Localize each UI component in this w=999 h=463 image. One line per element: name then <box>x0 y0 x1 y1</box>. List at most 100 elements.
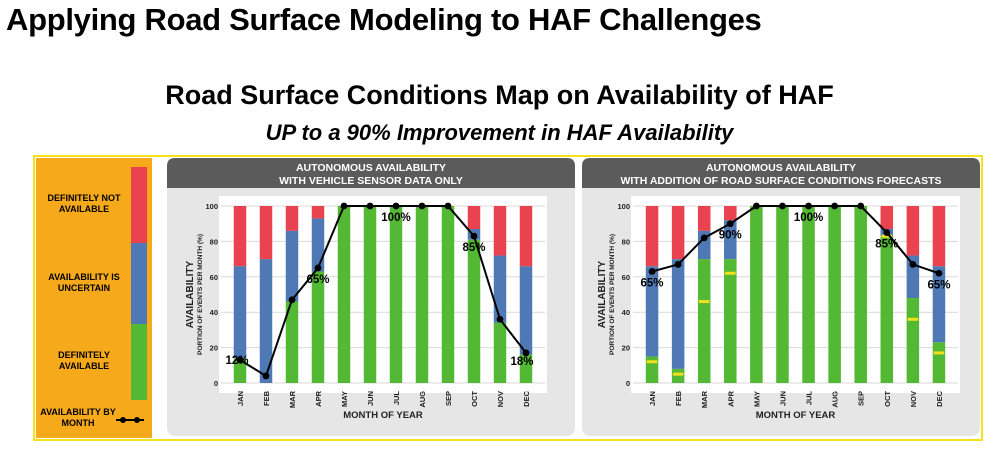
availability-point <box>883 229 891 236</box>
availability-point <box>752 202 760 210</box>
forecast-marker <box>698 300 710 304</box>
bar-available <box>750 206 763 383</box>
x-tick-label: JUN <box>778 391 787 406</box>
availability-point <box>470 232 478 240</box>
bar-not-available <box>311 206 325 219</box>
bar-uncertain <box>493 255 507 323</box>
availability-annotation: 90% <box>719 230 742 242</box>
availability-point <box>779 202 786 210</box>
y-tick-label: 60 <box>210 273 218 282</box>
x-tick-label: OCT <box>883 391 892 407</box>
x-tick-label: MAY <box>752 391 761 407</box>
bar-uncertain <box>932 266 946 343</box>
availability-annotation: 65% <box>927 279 950 291</box>
availability-point <box>522 349 530 357</box>
bar-not-available <box>233 206 247 267</box>
availability-point <box>935 269 943 277</box>
legend-label-uncertain: AVAILABILITY IS UNCERTAIN <box>48 272 120 293</box>
chart-heading: Road Surface Conditions Map on Availabil… <box>165 80 834 110</box>
x-tick-label: JUN <box>366 391 375 406</box>
legend-swatch-uncertain <box>131 243 147 324</box>
forecast-marker <box>907 317 919 321</box>
legend-label-available: DEFINITELY AVAILABLE <box>58 350 110 371</box>
availability-point <box>314 264 322 272</box>
y-tick-label: 40 <box>622 308 630 317</box>
x-tick-label: SEP <box>857 391 866 406</box>
availability-point <box>418 202 426 210</box>
y-tick-label: 100 <box>205 202 218 211</box>
x-tick-label: MAR <box>700 390 709 408</box>
x-tick-label: DEC <box>522 390 531 406</box>
bar-uncertain <box>645 266 659 357</box>
bar-not-available <box>493 206 507 256</box>
x-tick-label: SEP <box>444 391 453 406</box>
forecast-marker <box>933 351 945 355</box>
bar-available <box>776 206 789 383</box>
bar-available <box>671 368 685 383</box>
availability-annotation: 100% <box>381 212 410 224</box>
availability-point <box>805 202 812 210</box>
availability-point <box>262 372 270 380</box>
x-tick-label: FEB <box>262 390 271 406</box>
bar-not-available <box>697 206 711 231</box>
y-tick-label: 20 <box>622 344 630 353</box>
availability-annotation: 65% <box>641 277 664 289</box>
bar-uncertain <box>311 218 325 272</box>
availability-annotation: 65% <box>306 274 329 286</box>
bar-available <box>363 206 377 383</box>
x-tick-label: MAY <box>340 391 349 407</box>
y-tick-label: 20 <box>210 344 218 353</box>
bar-available <box>697 259 711 383</box>
bar-available <box>493 322 507 383</box>
availability-point <box>700 234 708 242</box>
availability-point <box>288 296 296 304</box>
y-tick-label: 40 <box>210 308 218 317</box>
forecast-marker <box>881 234 893 238</box>
bar-uncertain <box>671 259 685 369</box>
chart-header-bar <box>167 158 575 188</box>
bar-available <box>906 298 920 383</box>
bar-available <box>415 206 429 383</box>
availability-annotation: 18% <box>510 356 533 368</box>
bar-available <box>233 358 247 383</box>
bar-not-available <box>519 206 533 267</box>
availability-point <box>831 202 839 210</box>
x-tick-label: NOV <box>496 391 505 407</box>
bar-not-available <box>906 206 920 256</box>
x-tick-label: NOV <box>909 391 918 407</box>
availability-annotation: 100% <box>794 212 823 224</box>
availability-point <box>392 202 400 210</box>
availability-point <box>340 202 348 210</box>
bar-uncertain <box>285 230 299 302</box>
availability-annotation: 85% <box>875 239 898 251</box>
legend-color-bar <box>131 167 147 400</box>
x-tick-label: AUG <box>418 391 427 408</box>
y-tick-label: 0 <box>626 379 630 388</box>
availability-line <box>651 205 940 275</box>
bar-available <box>880 236 894 383</box>
x-tick-label: DEC <box>935 390 944 406</box>
y-tick-label: 80 <box>210 237 218 246</box>
availability-point <box>674 261 682 268</box>
availability-point <box>726 220 734 228</box>
x-tick-label: APR <box>726 390 735 406</box>
x-axis-label: MONTH OF YEAR <box>343 410 423 421</box>
bar-available <box>828 206 841 383</box>
bar-not-available <box>285 206 299 231</box>
availability-point <box>909 261 917 268</box>
bar-available <box>932 342 946 383</box>
chart-title-line-2: WITH ADDITION OF ROAD SURFACE CONDITIONS… <box>620 175 941 187</box>
y-axis-sublabel: PORTION OF EVENTS PER MONTH (%) <box>197 234 204 355</box>
y-tick-label: 60 <box>622 273 630 282</box>
bar-not-available <box>259 206 273 260</box>
chart-subheading: UP to a 90% Improvement in HAF Availabil… <box>265 120 734 145</box>
x-tick-label: JAN <box>236 391 245 406</box>
y-axis-sublabel: PORTION OF EVENTS PER MONTH (%) <box>609 234 616 355</box>
bar-available <box>311 271 325 383</box>
bar-available <box>285 301 299 383</box>
x-tick-label: APR <box>314 390 323 406</box>
bar-not-available <box>645 206 659 267</box>
chart-title-line-1: AUTONOMOUS AVAILABILITY <box>706 162 856 174</box>
